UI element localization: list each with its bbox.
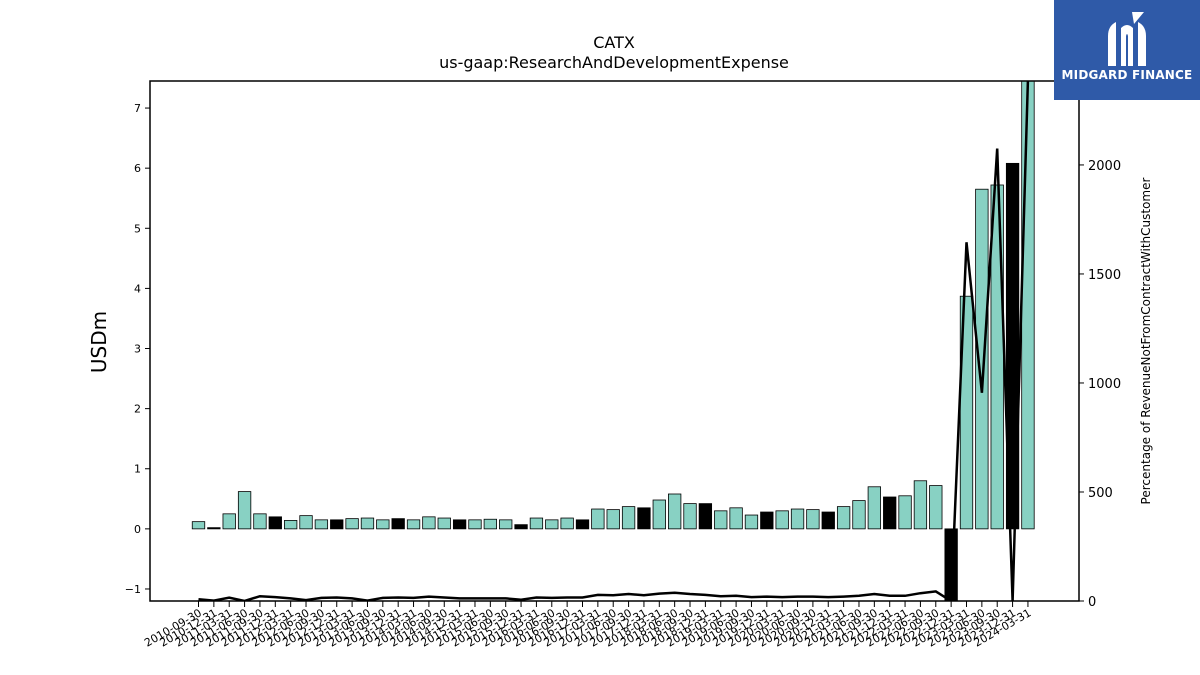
y-tick-label: 1 — [134, 463, 141, 476]
y2-axis-label: Percentage of RevenueNotFromContractWith… — [1139, 178, 1153, 505]
bar-2020-03-31 — [775, 510, 789, 530]
bar-2022-06-30 — [913, 480, 928, 530]
bar-2013-06-30 — [360, 517, 375, 530]
y2-tick-label: 2000 — [1088, 159, 1121, 174]
y-tick-label: 4 — [134, 282, 141, 295]
bar-2012-06-30 — [299, 515, 313, 530]
bars-layer — [191, 80, 1035, 602]
bar-2019-09-30 — [744, 514, 759, 530]
bar-2020-12-31 — [821, 511, 835, 530]
bar-2011-03-31 — [222, 513, 236, 530]
bar-2013-09-30 — [376, 519, 390, 530]
bar-2011-12-31 — [268, 516, 282, 530]
y-axis-label: USDm — [87, 311, 111, 373]
bar-2015-12-31 — [514, 524, 528, 530]
bar-2021-12-31 — [883, 496, 897, 530]
bar-2017-03-31 — [591, 508, 605, 530]
bar-2014-12-31 — [452, 519, 467, 530]
bar-2024-03-31 — [1021, 80, 1035, 530]
bar-2019-06-30 — [729, 507, 743, 530]
bar-2013-03-31 — [345, 518, 359, 530]
bar-2010-12-31 — [207, 527, 221, 530]
bar-2016-06-30 — [545, 519, 559, 530]
bar-2015-09-30 — [499, 519, 513, 530]
y2-tick-label: 500 — [1088, 486, 1113, 501]
bar-2015-03-31 — [468, 519, 482, 530]
bar-2014-09-30 — [437, 517, 451, 530]
y-tick-label: 6 — [134, 162, 141, 175]
midgard-logo-icon — [1108, 12, 1146, 66]
y-tick-label: 0 — [134, 523, 141, 536]
y2-tick-label: 1500 — [1088, 268, 1121, 283]
line-layer — [198, 81, 1030, 601]
bar-2020-06-30 — [790, 508, 805, 530]
bar-2016-12-31 — [575, 519, 590, 530]
bar-2014-03-31 — [406, 519, 421, 530]
bar-2012-03-31 — [284, 520, 298, 530]
brand-name: MIDGARD FINANCE — [1061, 68, 1193, 82]
bar-2017-09-30 — [621, 506, 636, 530]
bar-2019-12-31 — [760, 511, 774, 530]
y-tick-label: 2 — [134, 403, 141, 416]
bar-2018-06-30 — [668, 493, 682, 530]
bar-2013-12-31 — [391, 518, 405, 530]
y-tick-label: −1 — [125, 583, 141, 596]
bar-2018-12-31 — [698, 503, 713, 530]
y2-tick-label: 0 — [1088, 595, 1096, 610]
y2-tick-label: 1000 — [1088, 377, 1121, 392]
bar-2011-06-30 — [237, 491, 252, 530]
bar-2012-12-31 — [330, 519, 344, 530]
bar-2023-06-30 — [975, 188, 989, 530]
bar-2021-06-30 — [852, 500, 866, 530]
y-tick-label: 7 — [134, 102, 141, 115]
y-tick-label: 5 — [134, 222, 141, 235]
series-line-revenue-pct — [198, 81, 1030, 601]
bar-2022-09-30 — [929, 485, 943, 530]
bar-2023-12-31 — [1005, 162, 1020, 530]
bar-2016-03-31 — [529, 517, 544, 530]
bar-2020-09-30 — [806, 509, 820, 530]
bar-2021-03-31 — [836, 506, 851, 530]
y-tick-label: 3 — [134, 343, 141, 356]
bar-2010-09-30 — [191, 521, 206, 530]
chart-subtitle: us-gaap:ResearchAndDevelopmentExpense — [439, 53, 789, 72]
bar-2015-06-30 — [483, 518, 497, 530]
bar-2016-09-30 — [560, 517, 574, 530]
bar-2017-06-30 — [606, 509, 620, 530]
bar-2022-03-31 — [898, 495, 912, 530]
bar-2018-03-31 — [652, 499, 666, 530]
chart-title: CATX — [593, 33, 635, 52]
bar-2014-06-30 — [422, 516, 436, 530]
plot-frame — [149, 80, 1080, 602]
bar-2017-12-31 — [637, 507, 651, 530]
bar-2012-09-30 — [314, 519, 329, 530]
bar-2021-09-30 — [867, 486, 881, 530]
brand-logo: MIDGARD FINANCE — [1054, 0, 1200, 100]
bar-2018-09-30 — [683, 503, 697, 530]
bar-2019-03-31 — [714, 510, 728, 530]
bar-2011-09-30 — [253, 513, 267, 530]
